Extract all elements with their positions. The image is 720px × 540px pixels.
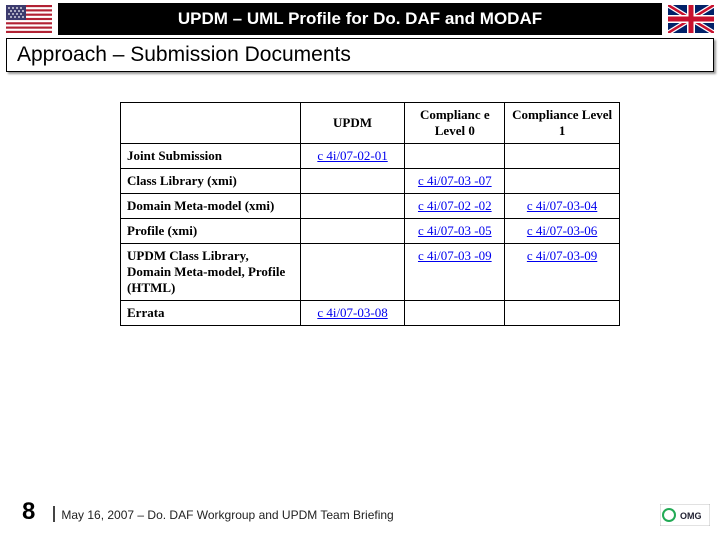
doc-link[interactable]: c 4i/07-03-04: [527, 198, 597, 213]
table-row: Profile (xmi) c 4i/07-03 -05 c 4i/07-03-06: [121, 219, 620, 244]
col-header-lvl1: Compliance Level 1: [505, 103, 620, 144]
doc-link[interactable]: c 4i/07-02 -02: [418, 198, 492, 213]
col-header-blank: [121, 103, 301, 144]
cell-updm: [300, 219, 405, 244]
cell-updm: [300, 244, 405, 301]
cell-updm: c 4i/07-02-01: [300, 144, 405, 169]
cell-updm: [300, 169, 405, 194]
table-row: UPDM Class Library, Domain Meta-model, P…: [121, 244, 620, 301]
omg-logo-icon: OMG: [660, 504, 710, 526]
table-row: Joint Submission c 4i/07-02-01: [121, 144, 620, 169]
documents-table-container: UPDM Complianc e Level 0 Compliance Leve…: [0, 72, 720, 326]
row-label: Errata: [121, 301, 301, 326]
row-label: Domain Meta-model (xmi): [121, 194, 301, 219]
cell-updm: [300, 194, 405, 219]
title-bar: UPDM – UML Profile for Do. DAF and MODAF: [58, 3, 662, 35]
cell-lvl1: c 4i/07-03-09: [505, 244, 620, 301]
doc-link[interactable]: c 4i/07-02-01: [317, 148, 387, 163]
documents-table: UPDM Complianc e Level 0 Compliance Leve…: [120, 102, 620, 326]
cell-lvl1: [505, 301, 620, 326]
row-label: Profile (xmi): [121, 219, 301, 244]
col-header-lvl0: Complianc e Level 0: [405, 103, 505, 144]
row-label: Joint Submission: [121, 144, 301, 169]
us-flag-icon: [6, 5, 52, 33]
footer: 8 May 16, 2007 – Do. DAF Workgroup and U…: [0, 498, 720, 528]
subtitle-container: Approach – Submission Documents: [0, 38, 720, 72]
cell-lvl0: c 4i/07-02 -02: [405, 194, 505, 219]
cell-lvl1: [505, 169, 620, 194]
doc-link[interactable]: c 4i/07-03 -07: [418, 173, 492, 188]
cell-lvl0: c 4i/07-03 -05: [405, 219, 505, 244]
page-number: 8: [0, 498, 53, 528]
cell-lvl0: [405, 144, 505, 169]
svg-text:OMG: OMG: [680, 511, 702, 521]
cell-lvl0: [405, 301, 505, 326]
footer-separator: [53, 506, 55, 522]
doc-link[interactable]: c 4i/07-03 -09: [418, 248, 492, 263]
row-label: Class Library (xmi): [121, 169, 301, 194]
doc-link[interactable]: c 4i/07-03 -05: [418, 223, 492, 238]
table-row: Errata c 4i/07-03-08: [121, 301, 620, 326]
table-row: Domain Meta-model (xmi) c 4i/07-02 -02 c 4…: [121, 194, 620, 219]
doc-link[interactable]: c 4i/07-03-08: [317, 305, 387, 320]
table-row: Class Library (xmi) c 4i/07-03 -07: [121, 169, 620, 194]
cell-updm: c 4i/07-03-08: [300, 301, 405, 326]
cell-lvl1: [505, 144, 620, 169]
col-header-updm: UPDM: [300, 103, 405, 144]
uk-flag-icon: [668, 5, 714, 33]
doc-link[interactable]: c 4i/07-03-09: [527, 248, 597, 263]
cell-lvl1: c 4i/07-03-06: [505, 219, 620, 244]
table-header-row: UPDM Complianc e Level 0 Compliance Leve…: [121, 103, 620, 144]
doc-link[interactable]: c 4i/07-03-06: [527, 223, 597, 238]
row-label: UPDM Class Library, Domain Meta-model, P…: [121, 244, 301, 301]
cell-lvl1: c 4i/07-03-04: [505, 194, 620, 219]
footer-text: May 16, 2007 – Do. DAF Workgroup and UPD…: [61, 508, 660, 528]
cell-lvl0: c 4i/07-03 -07: [405, 169, 505, 194]
subtitle: Approach – Submission Documents: [6, 38, 714, 72]
cell-lvl0: c 4i/07-03 -09: [405, 244, 505, 301]
header: UPDM – UML Profile for Do. DAF and MODAF: [0, 0, 720, 38]
